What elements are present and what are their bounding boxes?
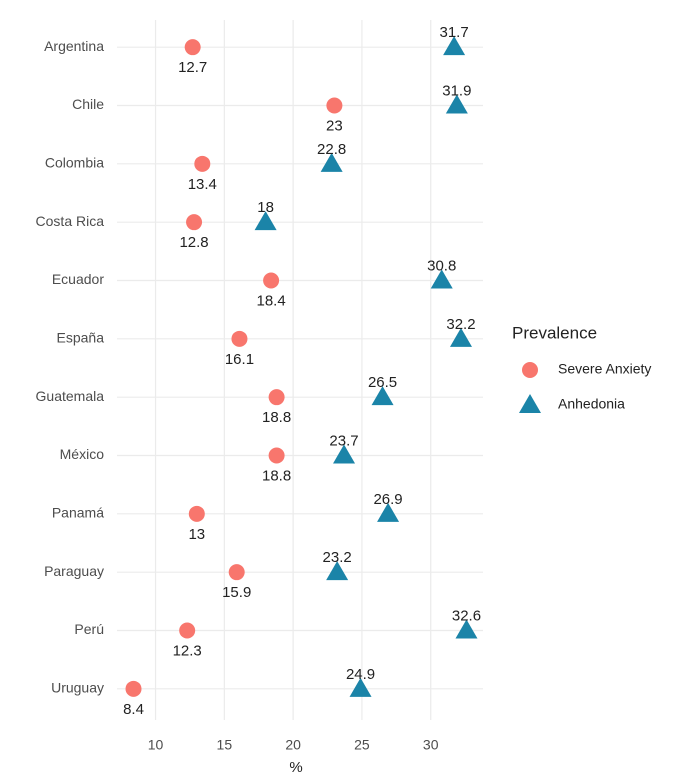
point [194,155,211,172]
point [449,327,472,347]
data-label: 18.4 [257,292,286,309]
data-label: 12.7 [178,59,207,76]
y-tick-label: Colombia [45,155,104,171]
x-tick-label: 30 [423,737,439,753]
point [179,622,196,639]
point [320,152,343,172]
point [186,214,203,231]
data-label: 13.4 [188,176,217,193]
point [377,502,400,522]
point [263,272,280,289]
point [443,36,466,56]
point [268,447,285,464]
legend-marker [519,394,541,413]
point [326,97,343,114]
y-tick-label: Chile [72,96,104,112]
y-tick-label: Uruguay [51,680,104,696]
point [188,505,205,522]
point [125,680,142,697]
data-label: 12.3 [173,642,202,659]
legend-label: Anhedonia [558,396,625,412]
x-tick-label: 15 [217,737,233,753]
x-tick-label: 20 [285,737,301,753]
y-tick-label: Guatemala [36,388,105,404]
data-label: 32.2 [446,316,475,333]
point [231,330,248,347]
x-tick-label: 10 [148,737,164,753]
legend-label: Severe Anxiety [558,361,651,377]
data-label: 26.5 [368,374,397,391]
data-label: 23.7 [329,432,358,449]
data-label: 16.1 [225,351,254,368]
y-tick-label: Paraguay [44,563,104,579]
point [228,564,245,581]
data-label: 24.9 [346,666,375,683]
data-label: 18.8 [262,467,291,484]
point [349,677,372,697]
point [455,619,478,639]
data-label: 8.4 [123,701,144,718]
point [445,94,468,114]
data-label: 22.8 [317,141,346,158]
y-tick-label: México [60,446,105,462]
y-tick-label: Perú [74,621,104,637]
y-tick-label: España [57,330,105,346]
data-label: 18.8 [262,409,291,426]
point [254,211,277,231]
data-label: 18 [257,199,274,216]
data-label: 26.9 [373,491,402,508]
point [326,561,349,581]
x-axis-label: % [289,759,302,776]
point [184,39,201,56]
data-label: 23 [326,117,343,134]
data-label: 31.9 [442,82,471,99]
point [371,386,394,406]
data-label: 13 [188,526,205,543]
point [430,269,453,289]
y-tick-label: Ecuador [52,271,104,287]
data-label: 30.8 [427,257,456,274]
data-label: 23.2 [323,549,352,566]
data-label: 31.7 [440,24,469,41]
legend-title: Prevalence [512,323,597,342]
data-label: 15.9 [222,584,251,601]
x-tick-label: 25 [354,737,370,753]
y-tick-label: Costa Rica [36,213,105,229]
legend-marker [522,362,538,378]
y-tick-label: Panamá [52,505,104,521]
data-label: 32.6 [452,607,481,624]
y-tick-label: Argentina [44,38,104,54]
point [268,389,285,406]
data-label: 12.8 [179,234,208,251]
point [333,444,356,464]
